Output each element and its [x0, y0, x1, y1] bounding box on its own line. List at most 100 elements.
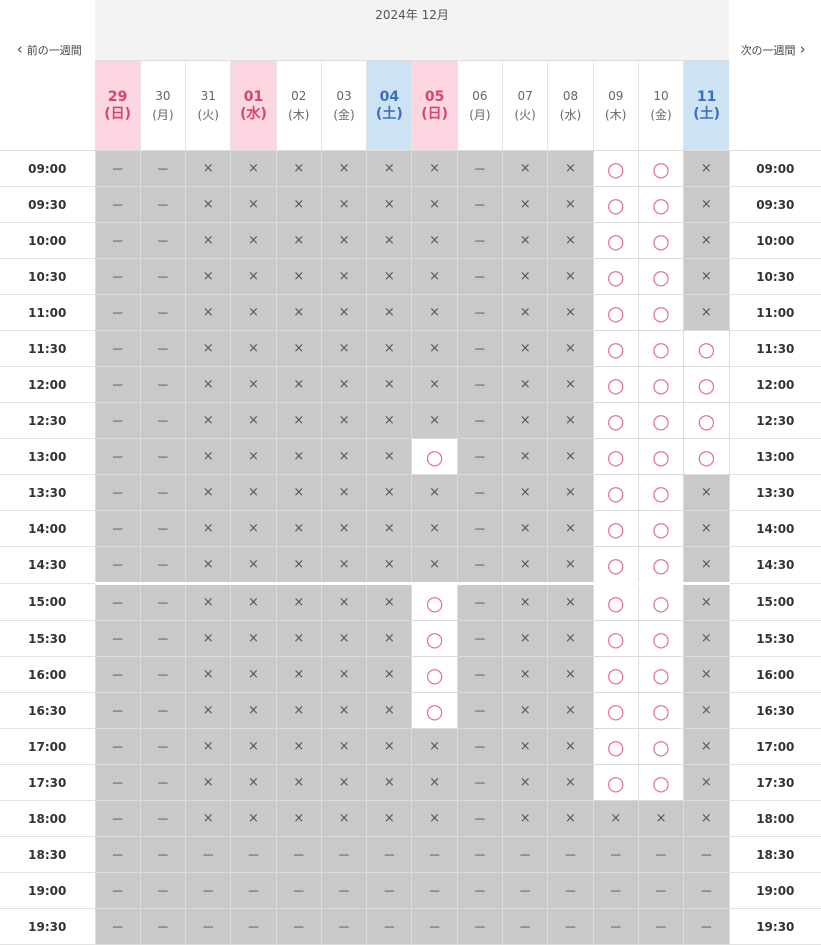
slot-unavailable: × — [411, 474, 458, 511]
slot-unavailable: × — [547, 402, 594, 439]
time-label: 15:30 — [0, 620, 95, 657]
slot-unavailable: × — [185, 656, 232, 693]
time-row: 12:30 －－ × × × × × × － × × ○ ○ ○ 12:30 — [0, 402, 821, 439]
day-date: 06 — [472, 88, 488, 103]
slot-available[interactable]: ○ — [592, 546, 639, 584]
slot-available[interactable]: ○ — [592, 656, 639, 693]
slot-available[interactable]: ○ — [637, 150, 685, 187]
slot-available[interactable]: ○ — [592, 728, 639, 765]
slot-unavailable: × — [366, 800, 413, 837]
slot-available[interactable]: ○ — [592, 402, 639, 439]
slot-unavailable: × — [366, 366, 413, 403]
slot-unavailable: － — [139, 402, 187, 439]
slot-unavailable: × — [185, 150, 232, 187]
slot-available[interactable]: ○ — [592, 150, 639, 187]
slot-unavailable: － — [94, 366, 141, 403]
slot-unavailable: × — [275, 800, 322, 837]
slot-unavailable: × — [366, 764, 413, 801]
time-label: 10:00 — [0, 222, 95, 259]
slot-unavailable: × — [230, 438, 277, 475]
slot-available[interactable]: ○ — [637, 510, 685, 547]
slot-unavailable: － — [139, 510, 187, 547]
slot-available[interactable]: ○ — [637, 692, 685, 729]
time-label: 18:30 — [729, 836, 821, 873]
slot-available[interactable]: ○ — [637, 656, 685, 693]
slot-unavailable: － — [502, 872, 549, 909]
slot-available[interactable]: ○ — [411, 620, 458, 657]
slot-available[interactable]: ○ — [637, 438, 685, 475]
slot-available[interactable]: ○ — [637, 728, 685, 765]
slot-available[interactable]: ○ — [411, 438, 458, 475]
slot-available[interactable]: ○ — [592, 258, 639, 295]
slot-available[interactable]: ○ — [592, 692, 639, 729]
day-weekday: (土) — [375, 105, 403, 122]
slot-available[interactable]: ○ — [411, 656, 458, 693]
time-row: 16:00 －－ × × × × × ○ － × × ○ ○ × 16:00 — [0, 656, 821, 693]
time-label: 10:30 — [729, 258, 821, 295]
slot-unavailable: － — [411, 872, 458, 909]
slot-available[interactable]: ○ — [592, 294, 639, 331]
slot-available[interactable]: ○ — [683, 366, 730, 403]
slot-unavailable: × — [547, 800, 594, 837]
slot-unavailable: × — [230, 402, 277, 439]
time-row: 15:00 －－ × × × × × ○ － × × ○ ○ × 15:00 — [0, 582, 821, 621]
slot-unavailable: × — [320, 546, 368, 584]
slot-unavailable: － — [94, 186, 141, 223]
slot-available[interactable]: ○ — [637, 474, 685, 511]
slot-available[interactable]: ○ — [592, 764, 639, 801]
slot-available[interactable]: ○ — [592, 438, 639, 475]
slot-available[interactable]: ○ — [592, 366, 639, 403]
slot-available[interactable]: ○ — [411, 692, 458, 729]
slot-unavailable: × — [185, 330, 232, 367]
slot-unavailable: － — [502, 836, 549, 873]
slot-available[interactable]: ○ — [637, 582, 685, 621]
slot-unavailable: － — [139, 836, 187, 873]
slot-available[interactable]: ○ — [637, 258, 685, 295]
time-row: 17:00 －－ × × × × × × － × × ○ ○ × 17:00 — [0, 728, 821, 765]
slot-unavailable: － — [456, 546, 504, 584]
time-label: 17:00 — [0, 728, 95, 765]
slot-unavailable: － — [456, 800, 504, 837]
slot-available[interactable]: ○ — [592, 222, 639, 259]
slot-available[interactable]: ○ — [592, 510, 639, 547]
slot-available[interactable]: ○ — [683, 438, 730, 475]
slot-unavailable: － — [456, 438, 504, 475]
slot-available[interactable]: ○ — [683, 330, 730, 367]
slot-available[interactable]: ○ — [592, 620, 639, 657]
slot-unavailable: × — [230, 366, 277, 403]
slot-unavailable: × — [275, 764, 322, 801]
slot-available[interactable]: ○ — [637, 402, 685, 439]
slot-unavailable: × — [411, 294, 458, 331]
time-label: 13:00 — [0, 438, 95, 475]
slot-available[interactable]: ○ — [637, 546, 685, 584]
slot-available[interactable]: ○ — [637, 186, 685, 223]
slot-unavailable: － — [456, 836, 504, 873]
slot-unavailable: － — [547, 836, 594, 873]
slot-unavailable: × — [185, 582, 232, 621]
slot-available[interactable]: ○ — [411, 582, 458, 621]
slot-unavailable: × — [230, 294, 277, 331]
next-week[interactable]: 次の一週間 › — [729, 0, 821, 151]
prev-week[interactable]: ‹ 前の一週間 — [0, 0, 95, 151]
slot-available[interactable]: ○ — [637, 294, 685, 331]
slot-available[interactable]: ○ — [637, 366, 685, 403]
slot-available[interactable]: ○ — [592, 474, 639, 511]
slot-available[interactable]: ○ — [683, 402, 730, 439]
slot-unavailable: × — [275, 438, 322, 475]
slot-unavailable: × — [320, 510, 368, 547]
slot-unavailable: － — [592, 872, 639, 909]
day-date: 30 — [155, 88, 171, 103]
slot-available[interactable]: ○ — [592, 186, 639, 223]
slot-unavailable: × — [275, 330, 322, 367]
slot-available[interactable]: ○ — [592, 582, 639, 621]
slot-unavailable: × — [230, 800, 277, 837]
slot-available[interactable]: ○ — [592, 330, 639, 367]
slot-available[interactable]: ○ — [637, 330, 685, 367]
slot-available[interactable]: ○ — [637, 764, 685, 801]
slot-available[interactable]: ○ — [637, 222, 685, 259]
slot-available[interactable]: ○ — [637, 620, 685, 657]
slot-unavailable: － — [683, 872, 730, 909]
slot-unavailable: × — [275, 222, 322, 259]
time-row: 15:30 －－ × × × × × ○ － × × ○ ○ × 15:30 — [0, 620, 821, 657]
slot-unavailable: × — [185, 186, 232, 223]
